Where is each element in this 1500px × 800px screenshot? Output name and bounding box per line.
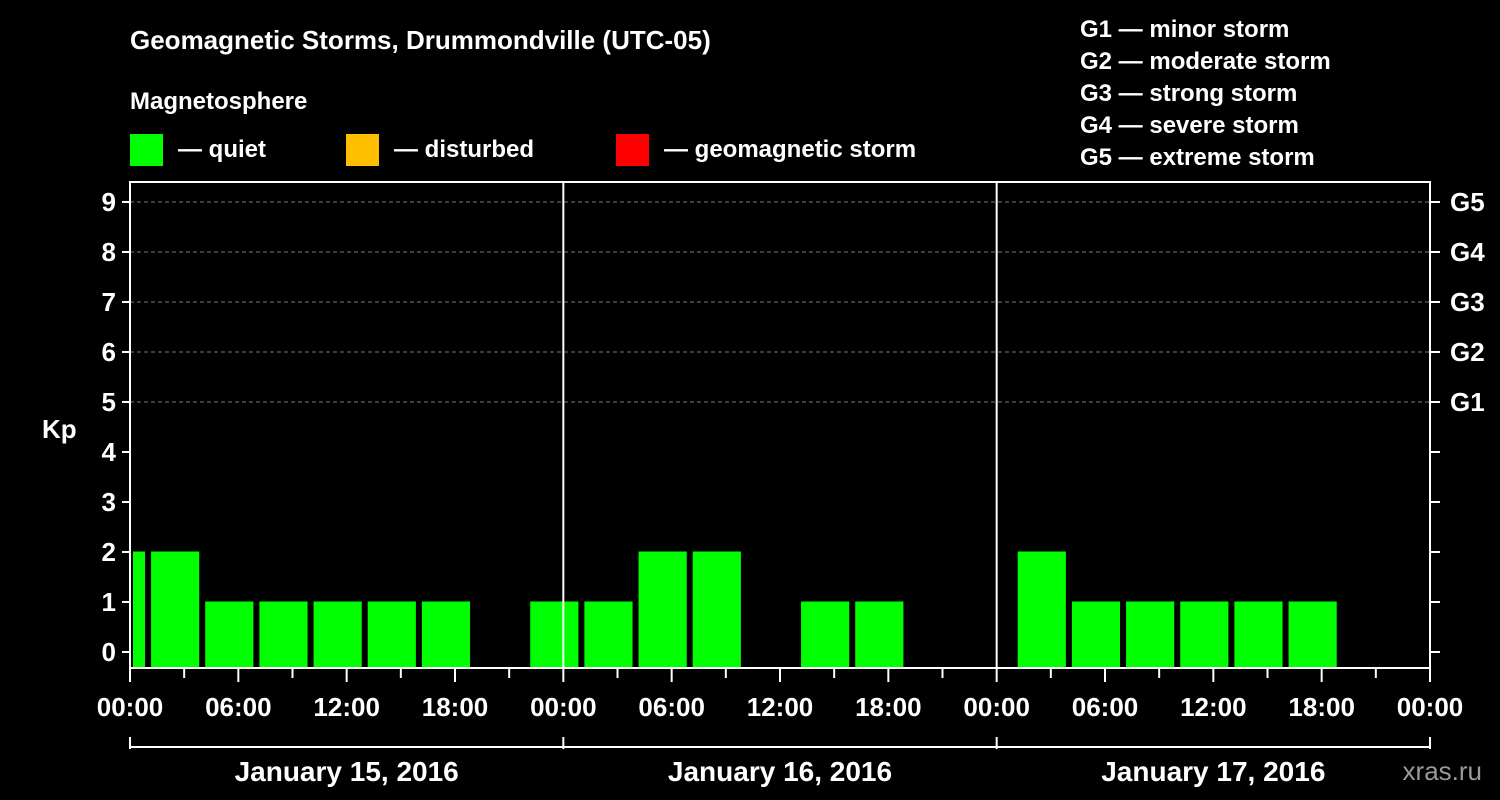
y-tick-label-5: 5 [102, 387, 116, 417]
legend-label-0: — quiet [178, 136, 266, 163]
x-tick-label-12: 00:00 [1397, 692, 1464, 722]
bar-16 [1180, 601, 1229, 668]
storm-scale-item-3: G4 — severe storm [1080, 112, 1299, 139]
x-tick-label-6: 12:00 [747, 692, 814, 722]
status-legend: — quiet — disturbed — geomagnetic storm [130, 134, 916, 166]
bar-14 [1071, 601, 1121, 668]
bar-1 [151, 551, 200, 668]
gridlines [130, 201, 1430, 403]
bar-5 [367, 601, 416, 668]
y-tick-label-2: 2 [102, 537, 116, 567]
x-tick-label-1: 06:00 [205, 692, 272, 722]
y-axis-label: Kp [42, 414, 77, 444]
y-tick-label-6: 6 [102, 337, 116, 367]
x-tick-label-2: 12:00 [313, 692, 380, 722]
bar-4 [313, 601, 362, 668]
day-brackets: January 15, 2016 January 16, 2016 January … [129, 737, 1431, 787]
x-tick-label-10: 12:00 [1180, 692, 1247, 722]
y-tick-label-8: 8 [102, 237, 116, 267]
watermark: xras.ru [1403, 756, 1482, 786]
storm-level-label-G5: G5 [1450, 187, 1485, 217]
plot-frame [129, 181, 1431, 669]
storm-level-label-G2: G2 [1450, 337, 1485, 367]
x-tick-label-0: 00:00 [97, 692, 164, 722]
legend-swatch-0 [130, 134, 163, 166]
legend-swatch-2 [616, 134, 649, 166]
x-tick-label-4: 00:00 [530, 692, 597, 722]
legend-label-1: — disturbed [394, 136, 534, 163]
x-tick-label-3: 18:00 [422, 692, 489, 722]
day-label-0: January 15, 2016 [235, 756, 459, 787]
bar-3 [259, 601, 308, 668]
storm-scale-item-0: G1 — minor storm [1080, 16, 1289, 43]
storm-scale-item-2: G3 — strong storm [1080, 80, 1297, 107]
y-tick-label-0: 0 [102, 637, 116, 667]
bar-2 [205, 601, 254, 668]
bar-9 [638, 551, 687, 668]
storm-level-label-G4: G4 [1450, 237, 1485, 267]
x-tick-label-11: 18:00 [1288, 692, 1355, 722]
day-label-1: January 16, 2016 [668, 756, 892, 787]
storm-scale-item-1: G2 — moderate storm [1080, 48, 1331, 75]
y-axis-ticks: 0 1 2 3 4 5 6 7 8 9 [102, 187, 130, 667]
bar-6 [421, 601, 471, 668]
day-dividers [562, 182, 998, 668]
bar-18 [1288, 601, 1337, 668]
y-tick-label-9: 9 [102, 187, 116, 217]
day-label-2: January 17, 2016 [1101, 756, 1325, 787]
storm-scale-item-4: G5 — extreme storm [1080, 144, 1315, 171]
y-tick-label-1: 1 [102, 587, 116, 617]
bar-17 [1234, 601, 1283, 668]
bar-12 [855, 601, 904, 668]
bar-10 [692, 551, 741, 668]
y-tick-label-4: 4 [102, 437, 117, 467]
bars [133, 551, 1337, 668]
bar-7 [530, 601, 579, 668]
legend-label-2: — geomagnetic storm [664, 136, 916, 163]
bar-0 [133, 551, 146, 668]
y-tick-label-7: 7 [102, 287, 116, 317]
x-tick-label-7: 18:00 [855, 692, 922, 722]
storm-level-label-G3: G3 [1450, 287, 1485, 317]
bar-15 [1126, 601, 1175, 668]
bar-8 [584, 601, 633, 668]
storm-level-ticks: G1 G2 G3 G4 G5 [1430, 187, 1485, 653]
x-tick-label-8: 00:00 [963, 692, 1030, 722]
x-tick-label-5: 06:00 [638, 692, 705, 722]
y-tick-label-3: 3 [102, 487, 116, 517]
bar-11 [801, 601, 850, 668]
bar-13 [1017, 551, 1066, 668]
magnetosphere-label: Magnetosphere [130, 88, 307, 115]
legend-swatch-1 [346, 134, 379, 166]
storm-level-label-G1: G1 [1450, 387, 1485, 417]
chart-title: Geomagnetic Storms, Drummondville (UTC-0… [130, 25, 711, 55]
storm-scale-legend: G1 — minor storm G2 — moderate storm G3 — … [1080, 16, 1331, 171]
x-tick-label-9: 06:00 [1072, 692, 1139, 722]
x-axis-ticks: 00:00 06:00 12:00 18:00 00:00 06:00 12:00 18:00… [97, 668, 1464, 722]
